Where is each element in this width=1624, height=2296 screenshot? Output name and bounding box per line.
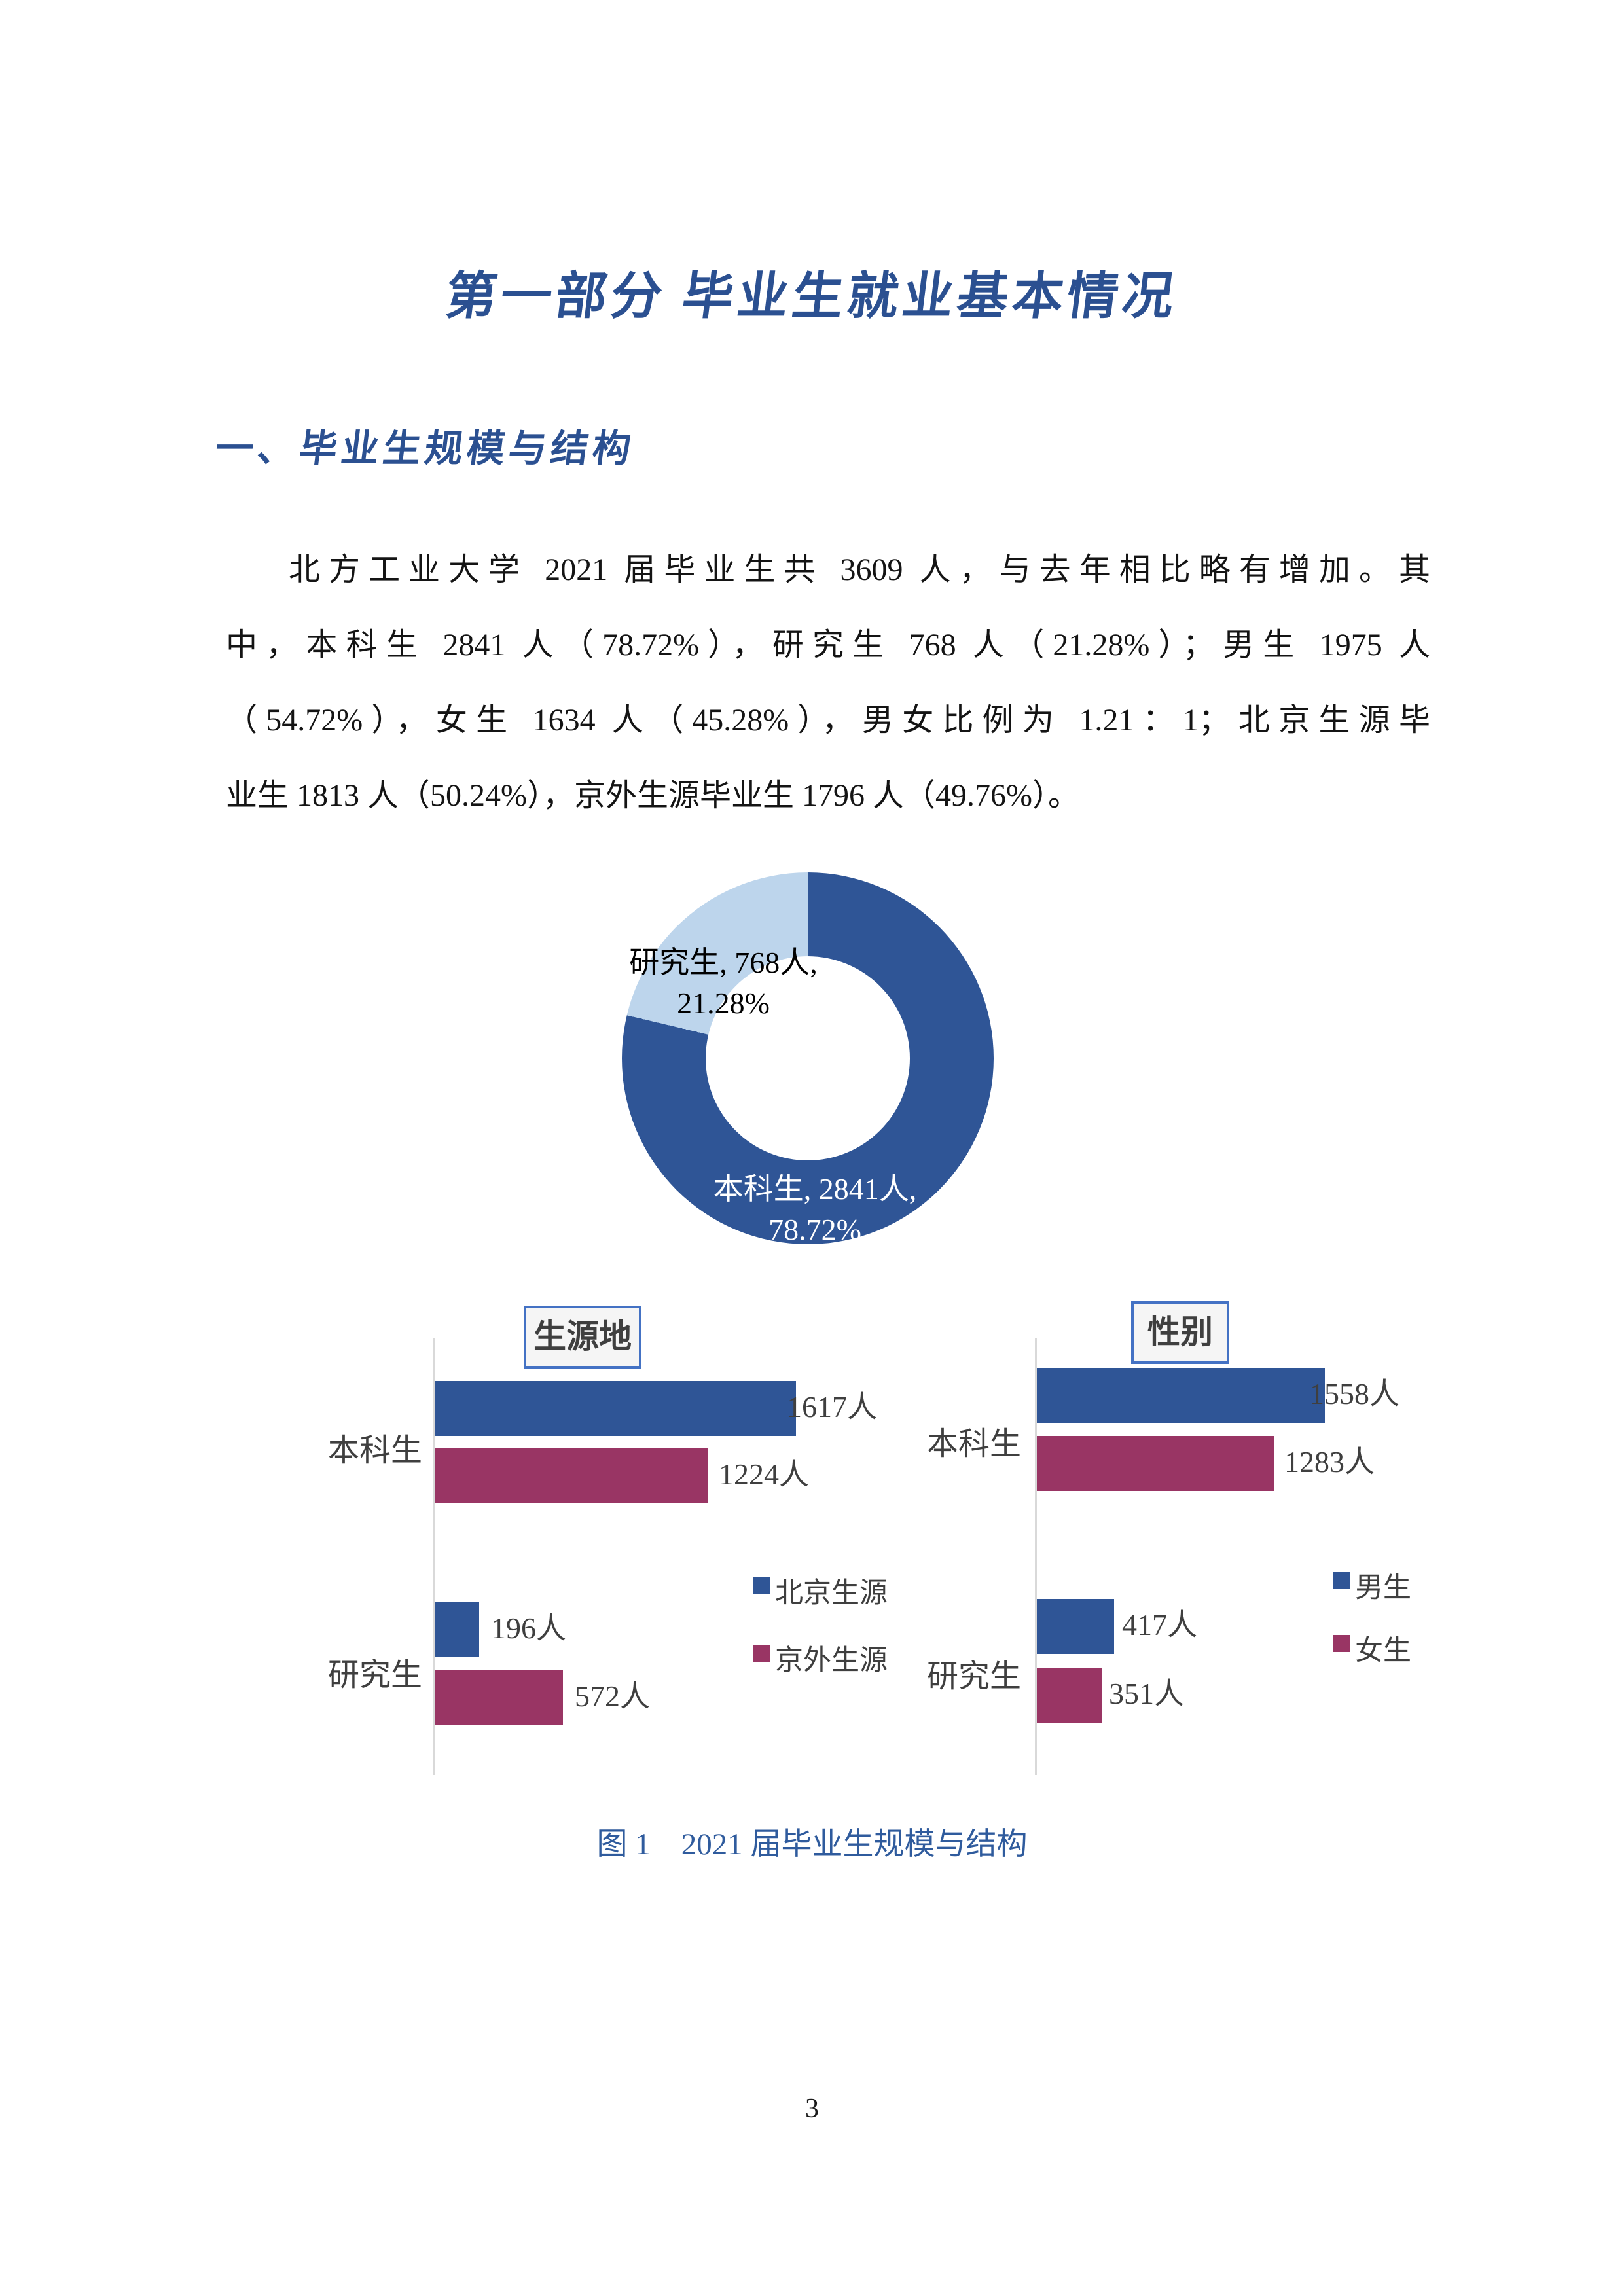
donut-label-undergrad: 本科生, 2841人, 78.72% xyxy=(677,1169,952,1250)
bar-label-1283: 1283人 xyxy=(1284,1445,1375,1479)
donut-hole xyxy=(706,956,910,1160)
left-chart-title-box: 生源地 xyxy=(524,1306,641,1369)
right-chart-axis xyxy=(1035,1338,1037,1775)
legend-swatch-beijing xyxy=(753,1577,770,1594)
bar-right-graduate-male xyxy=(1037,1599,1114,1654)
right-chart-category-undergrad: 本科生 xyxy=(926,1427,1021,1462)
paragraph-line-3: （54.72%），女生 1634 人（45.28%），男女比例为 1.21：1；… xyxy=(226,703,1430,738)
left-chart-category-graduate: 研究生 xyxy=(327,1658,422,1693)
donut-label-undergrad-line2: 78.72% xyxy=(768,1213,861,1246)
left-chart-category-undergrad: 本科生 xyxy=(327,1433,422,1468)
donut-label-graduate: 研究生, 768人, 21.28% xyxy=(586,942,861,1024)
page-title: 第一部分 毕业生就业基本情况 xyxy=(0,255,1624,329)
bar-label-1224: 1224人 xyxy=(719,1458,809,1491)
paragraph-line-2: 中，本科生 2841 人（78.72%），研究生 768 人（21.28%）；男… xyxy=(226,628,1430,662)
right-chart-title-box: 性别 xyxy=(1131,1301,1229,1364)
legend-label-beijing: 北京生源 xyxy=(775,1578,888,1609)
legend-swatch-female xyxy=(1333,1635,1350,1652)
bar-left-undergrad-beijing xyxy=(435,1381,796,1436)
bar-left-graduate-nonbeijing xyxy=(435,1670,563,1725)
bar-label-572: 572人 xyxy=(575,1679,650,1713)
legend-label-nonbeijing: 京外生源 xyxy=(775,1645,888,1676)
right-chart-title: 性别 xyxy=(1147,1314,1213,1350)
paragraph-line-1: 北方工业大学 2021 届毕业生共 3609 人，与去年相比略有增加。其 xyxy=(289,552,1430,587)
left-chart-axis xyxy=(433,1338,435,1775)
legend-label-female: 女生 xyxy=(1355,1636,1411,1666)
paragraph-line-4: 业生 1813 人（50.24%），京外生源毕业生 1796 人（49.76%）… xyxy=(226,778,1079,813)
bar-left-undergrad-nonbeijing xyxy=(435,1448,708,1503)
page-number: 3 xyxy=(805,2094,819,2124)
right-chart-category-graduate: 研究生 xyxy=(926,1659,1021,1694)
bar-left-graduate-beijing xyxy=(435,1602,479,1657)
donut-label-graduate-line2: 21.28% xyxy=(677,986,770,1020)
bar-right-undergrad-male xyxy=(1037,1368,1325,1423)
section-heading-text: 一、毕业生规模与结构 xyxy=(213,427,638,470)
bar-right-undergrad-female xyxy=(1037,1436,1274,1491)
section-heading: 一、毕业生规模与结构 xyxy=(213,418,638,473)
bar-right-graduate-female xyxy=(1037,1668,1102,1723)
legend-label-male: 男生 xyxy=(1355,1573,1411,1604)
page-title-text: 第一部分 毕业生就业基本情况 xyxy=(442,268,1181,325)
bar-label-1617: 1617人 xyxy=(787,1390,877,1424)
bar-label-196: 196人 xyxy=(491,1611,566,1645)
left-chart-title: 生源地 xyxy=(533,1318,632,1355)
bar-label-351: 351人 xyxy=(1109,1677,1184,1710)
donut-label-undergrad-line1: 本科生, 2841人, xyxy=(713,1172,917,1206)
legend-swatch-nonbeijing xyxy=(753,1645,770,1662)
legend-swatch-male xyxy=(1333,1572,1350,1589)
donut-chart xyxy=(622,872,994,1244)
figure-caption: 图 1 2021 届毕业生规模与结构 xyxy=(596,1827,1028,1861)
bar-label-417: 417人 xyxy=(1122,1608,1197,1641)
bar-label-1558: 1558人 xyxy=(1309,1377,1399,1410)
donut-label-graduate-line1: 研究生, 768人, xyxy=(629,946,818,979)
